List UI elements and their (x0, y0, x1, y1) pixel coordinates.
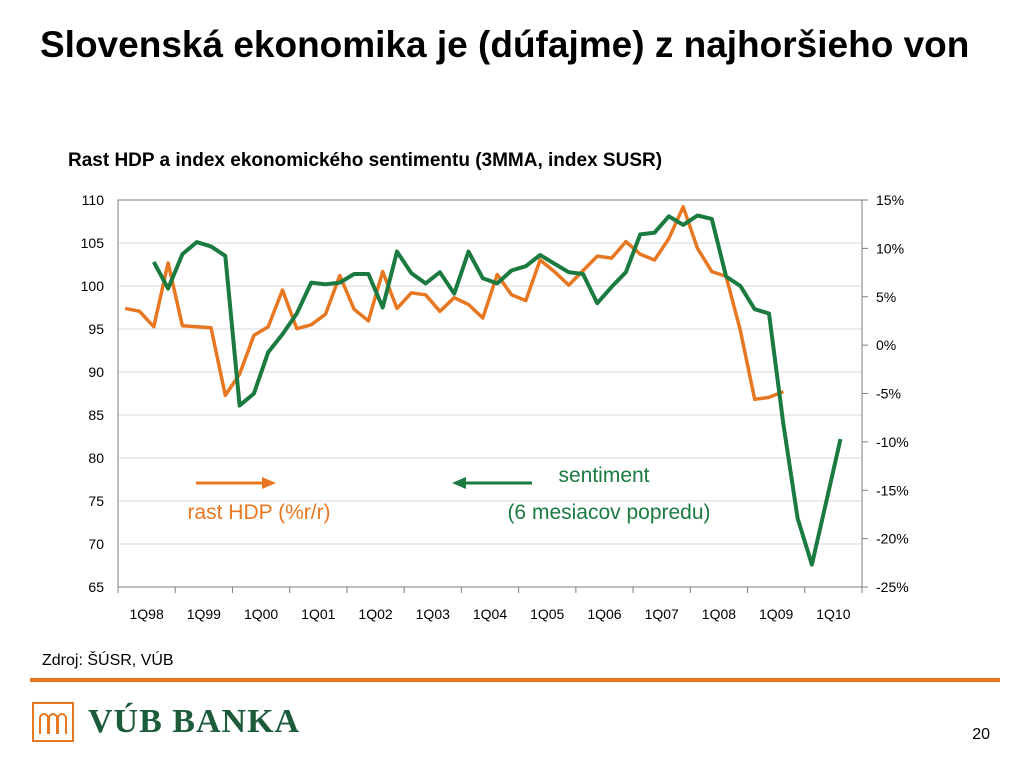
x-tick-label: 1Q99 (187, 606, 221, 622)
sentiment-arrow-head (452, 477, 466, 489)
x-tick-label: 1Q05 (530, 606, 564, 622)
sentiment-annotation-sublabel: (6 mesiacov popredu) (507, 501, 710, 524)
vub-logo: VÚB BANKA (32, 700, 300, 744)
sentiment-line (152, 213, 843, 567)
grid-lines (118, 199, 862, 588)
series-lines (124, 205, 843, 567)
x-axis: 1Q98 1Q99 1Q00 1Q01 1Q02 1Q03 1Q04 1Q05 1Q06 1Q07… (117, 587, 863, 622)
left-axis: 110 105 100 95 90 85 80 75 70 65 (81, 192, 105, 595)
x-tick-label: 1Q00 (244, 606, 278, 622)
left-tick-label: 100 (81, 278, 105, 294)
x-tick-label: 1Q07 (645, 606, 679, 622)
x-tick-label: 1Q02 (358, 606, 392, 622)
x-tick-label: 1Q06 (587, 606, 621, 622)
left-tick-label: 75 (88, 493, 104, 509)
right-tick-label: 15% (876, 192, 904, 208)
left-tick-label: 80 (88, 450, 104, 466)
x-tick-label: 1Q98 (129, 606, 163, 622)
right-tick-label: 5% (876, 289, 896, 305)
logo-text: VÚB BANKA (88, 703, 301, 740)
right-tick-label: -5% (876, 386, 901, 402)
sentiment-annotation-label: sentiment (558, 464, 649, 487)
right-tick-label: -10% (876, 434, 909, 450)
right-tick-label: -20% (876, 531, 909, 547)
left-tick-label: 65 (88, 579, 104, 595)
vub-logo-icon (32, 702, 74, 742)
slide-title: Slovenská ekonomika je (dúfajme) z najho… (40, 24, 970, 65)
chart-title: Rast HDP a index ekonomického sentimentu… (68, 150, 663, 171)
source-note: Zdroj: ŠÚSR, VÚB (42, 652, 174, 669)
annotations: rast HDP (%r/r) sentiment (6 mesiacov popr… (187, 464, 710, 524)
x-tick-label: 1Q04 (473, 606, 507, 622)
right-axis: 15% 10% 5% 0% -5% -10% -15% -20% -25% (862, 192, 909, 595)
page-number: 20 (972, 726, 990, 743)
right-tick-label: -25% (876, 579, 909, 595)
gdp-growth-line (124, 205, 784, 402)
left-tick-label: 70 (88, 536, 104, 552)
plot-frame (117, 199, 863, 588)
left-tick-label: 110 (82, 192, 105, 208)
right-tick-label: -15% (876, 482, 909, 498)
left-tick-label: 105 (81, 235, 105, 251)
gdp-arrow-head (262, 477, 276, 489)
x-tick-label: 1Q09 (759, 606, 793, 622)
x-tick-label: 1Q10 (816, 606, 850, 622)
x-tick-label: 1Q08 (702, 606, 736, 622)
left-tick-label: 95 (88, 321, 104, 337)
right-tick-label: 10% (876, 240, 904, 256)
footer-divider (30, 678, 1000, 682)
right-tick-label: 0% (876, 337, 896, 353)
x-tick-label: 1Q03 (416, 606, 450, 622)
left-tick-label: 90 (88, 364, 104, 380)
left-tick-label: 85 (88, 407, 104, 423)
x-tick-label: 1Q01 (301, 606, 335, 622)
gdp-annotation-label: rast HDP (%r/r) (187, 501, 330, 524)
